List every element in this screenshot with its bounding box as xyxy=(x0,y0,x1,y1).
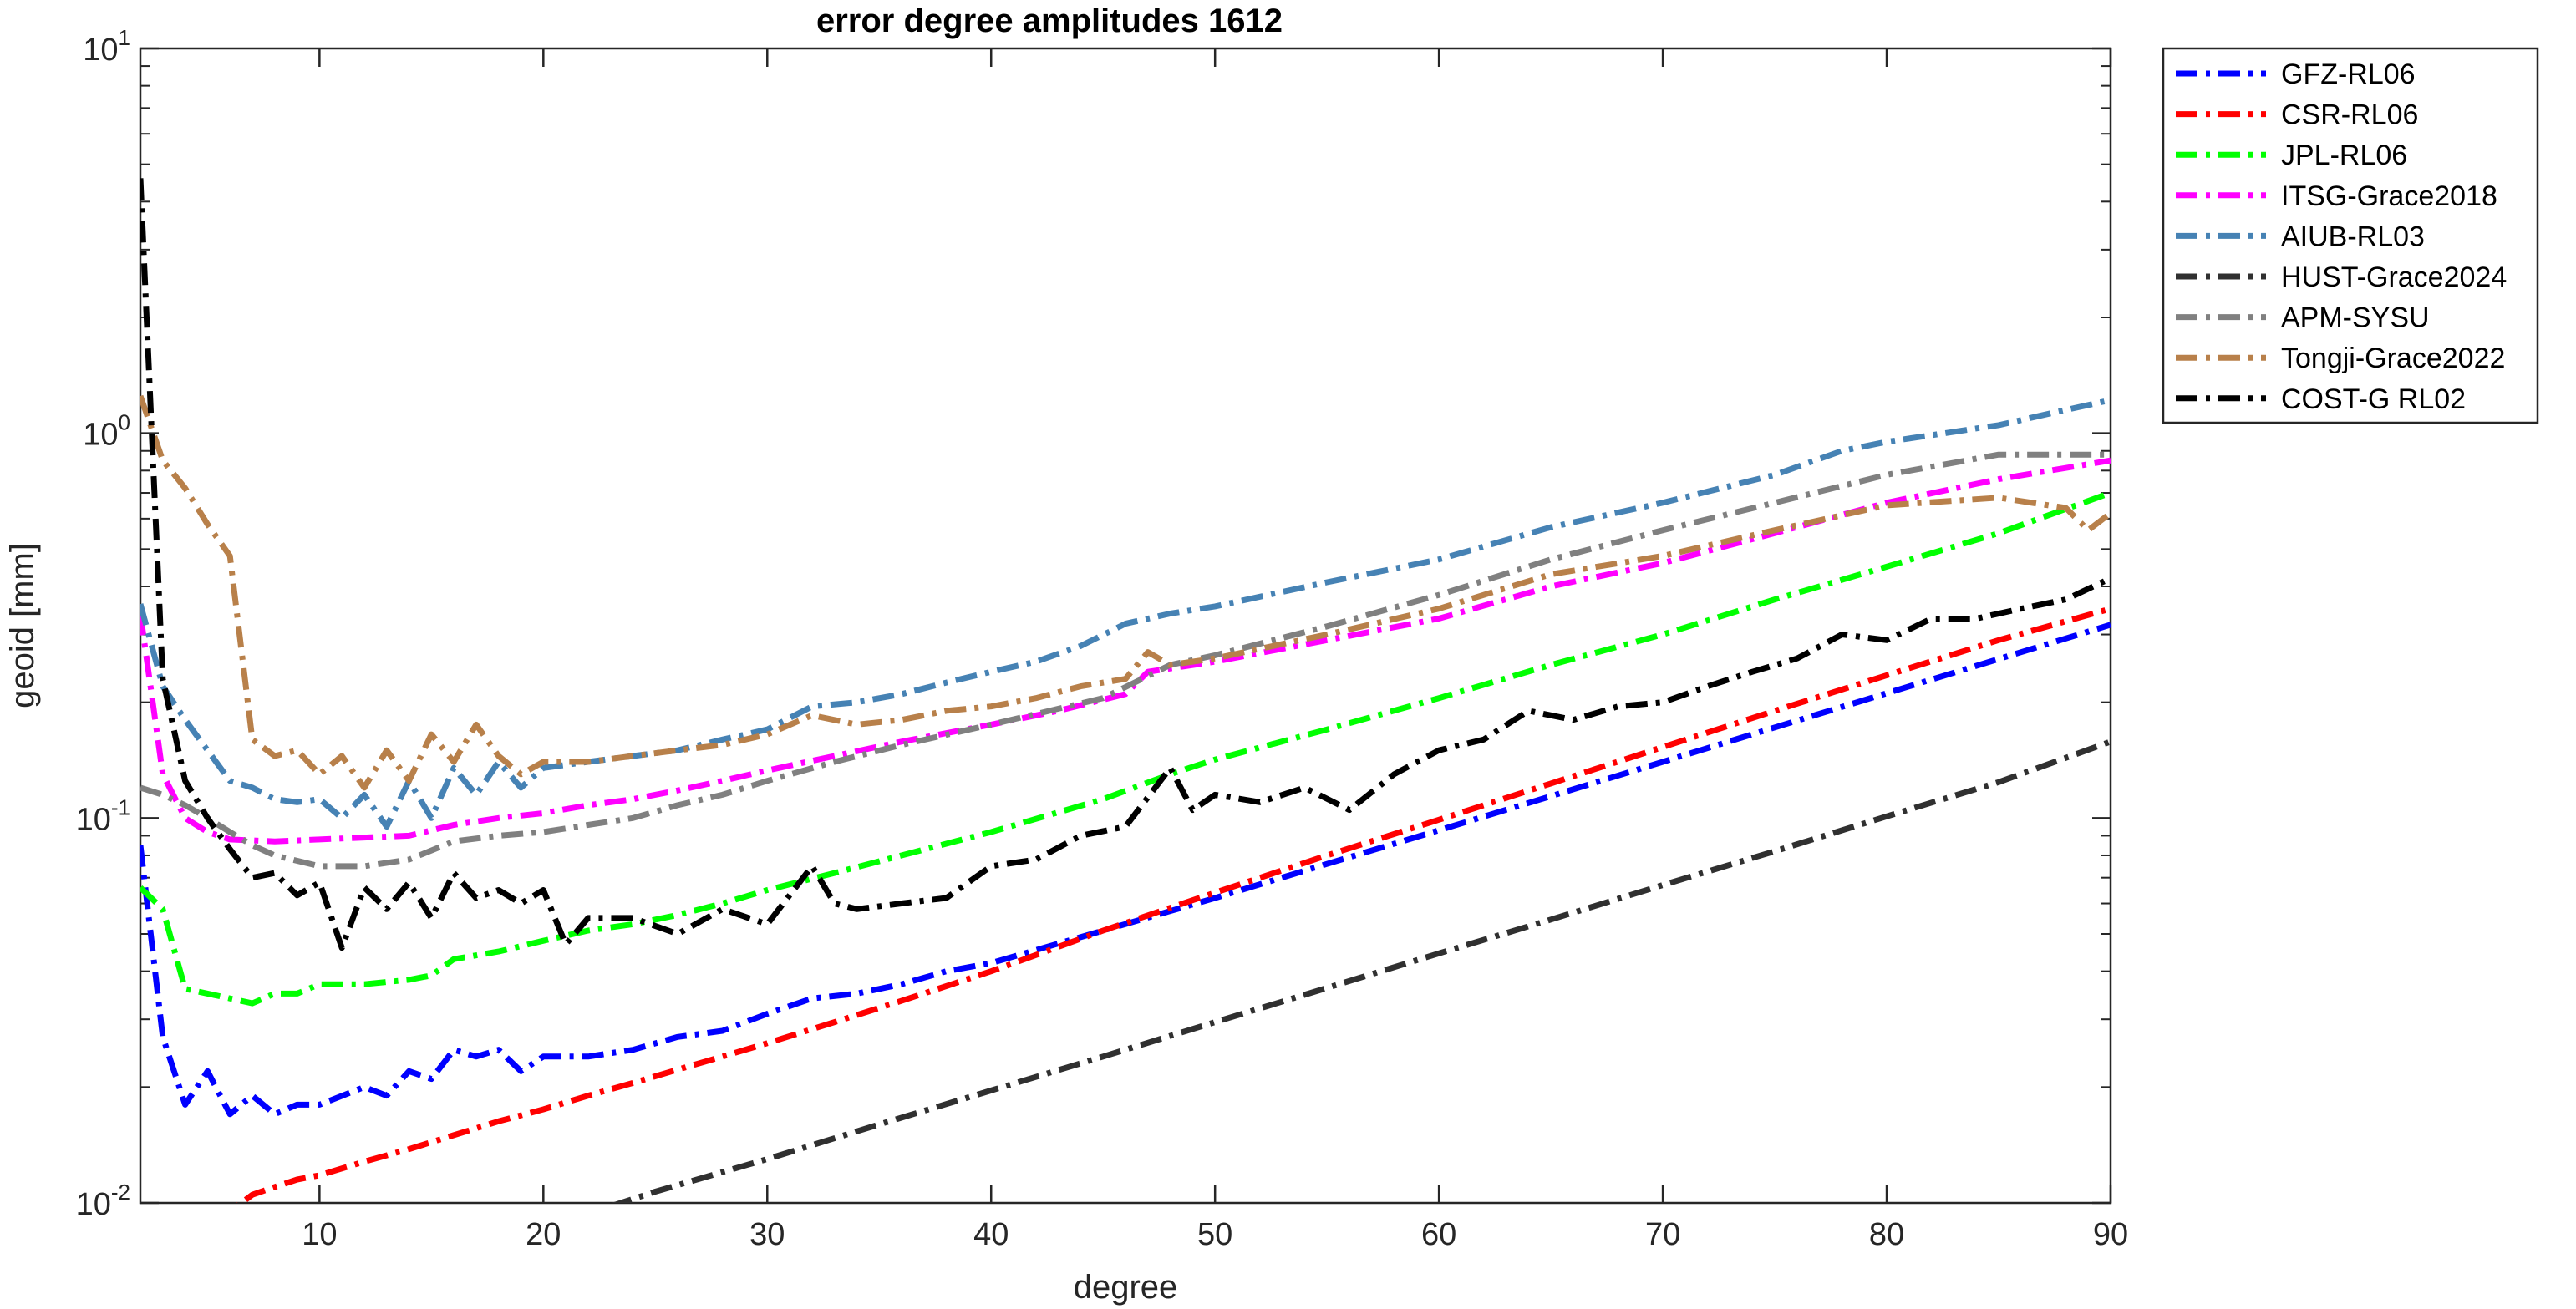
x-tick-label: 10 xyxy=(302,1217,337,1252)
series-line-5 xyxy=(611,738,2111,1203)
y-tick-exponent: 0 xyxy=(119,410,130,435)
y-tick-base: 10 xyxy=(83,33,118,68)
series-line-1 xyxy=(236,606,2111,1203)
x-axis-label: degree xyxy=(1074,1269,1178,1306)
y-tick-exponent: 1 xyxy=(119,25,130,50)
legend-entry: JPL-RL06 xyxy=(2281,140,2407,171)
y-tick-label: 10-2 xyxy=(76,1180,130,1222)
y-tick-exponent: -1 xyxy=(111,794,130,819)
x-tick-label: 50 xyxy=(1197,1217,1232,1252)
y-tick-label: 101 xyxy=(83,25,130,68)
x-tick-label: 40 xyxy=(973,1217,1009,1252)
legend-entry: AIUB-RL03 xyxy=(2281,221,2425,252)
x-tick-label: 30 xyxy=(749,1217,785,1252)
legend-entry: ITSG-Grace2018 xyxy=(2281,180,2497,212)
legend-entry: CSR-RL06 xyxy=(2281,99,2418,131)
legend-entry: COST-G RL02 xyxy=(2281,383,2466,415)
y-tick-label: 100 xyxy=(83,410,130,453)
legend: GFZ-RL06 CSR-RL06 JPL-RL06 ITSG-Grace2018 AI… xyxy=(2162,47,2539,424)
y-tick-base: 10 xyxy=(83,418,118,453)
series-lines xyxy=(140,178,2111,1203)
x-tick-label: 80 xyxy=(1869,1217,1904,1252)
legend-entry: GFZ-RL06 xyxy=(2281,58,2416,90)
y-tick-base: 10 xyxy=(76,802,111,837)
x-tick-label: 70 xyxy=(1645,1217,1680,1252)
series-line-0 xyxy=(140,622,2111,1118)
x-tick-label: 20 xyxy=(526,1217,561,1252)
x-tick-label: 60 xyxy=(1421,1217,1456,1252)
series-line-8 xyxy=(140,178,2111,951)
series-line-7 xyxy=(140,394,2111,791)
legend-entry: HUST-Grace2024 xyxy=(2281,261,2507,293)
y-tick-label: 10-1 xyxy=(76,794,130,837)
series-line-2 xyxy=(140,490,2111,1007)
y-tick-base: 10 xyxy=(76,1187,111,1222)
series-line-6 xyxy=(140,451,2111,870)
y-axis-label: geoid [mm] xyxy=(4,543,41,708)
x-tick-label: 90 xyxy=(2093,1217,2128,1252)
legend-entry: APM-SYSU xyxy=(2281,302,2430,334)
x-axis-ticks: 10 20 30 40 50 60 70 80 90 xyxy=(302,48,2128,1252)
chart-title: error degree amplitudes 1612 xyxy=(816,3,1283,39)
legend-entry: Tongji-Grace2022 xyxy=(2281,342,2505,374)
series-line-3 xyxy=(140,457,2111,845)
y-tick-exponent: -2 xyxy=(111,1180,130,1205)
